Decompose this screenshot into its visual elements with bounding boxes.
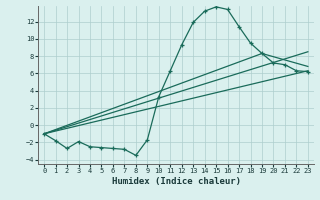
X-axis label: Humidex (Indice chaleur): Humidex (Indice chaleur) xyxy=(111,177,241,186)
